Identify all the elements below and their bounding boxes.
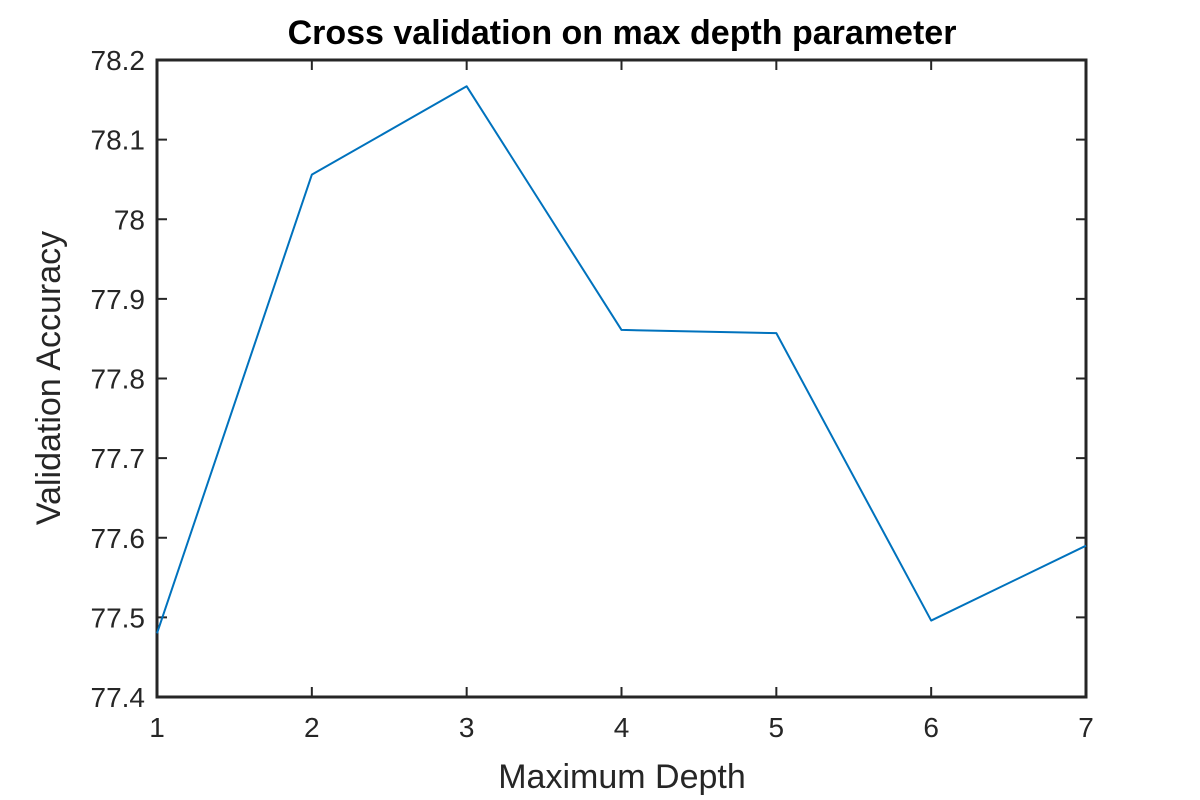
y-tick-label: 78: [114, 204, 145, 235]
x-axis: 1 2 3 4 5 6 7: [149, 60, 1094, 743]
x-tick-label: 2: [304, 712, 320, 743]
y-axis-label: Validation Accuracy: [30, 231, 68, 525]
y-tick-label: 77.9: [91, 284, 146, 315]
y-tick-label: 77.8: [91, 364, 146, 395]
y-tick-label: 78.2: [91, 45, 146, 76]
x-axis-label: Maximum Depth: [498, 758, 746, 796]
series-line: [156, 85, 1087, 634]
x-tick-label: 3: [459, 712, 475, 743]
y-axis: 77.4 77.5 77.6 77.7 77.8 77.9 78 78.1 78.2: [91, 45, 1086, 713]
plot-area-frame: [155, 58, 1088, 699]
y-tick-label: 77.4: [91, 682, 146, 713]
chart-title: Cross validation on max depth parameter: [288, 14, 957, 52]
y-tick-label: 77.6: [91, 523, 146, 554]
y-tick-label: 77.5: [91, 602, 146, 633]
x-tick-label: 4: [614, 712, 630, 743]
y-tick-label: 77.7: [91, 443, 146, 474]
x-tick-label: 6: [923, 712, 939, 743]
x-tick-label: 7: [1078, 712, 1094, 743]
x-tick-label: 5: [769, 712, 785, 743]
x-tick-label: 1: [149, 712, 165, 743]
y-tick-label: 78.1: [91, 125, 146, 156]
